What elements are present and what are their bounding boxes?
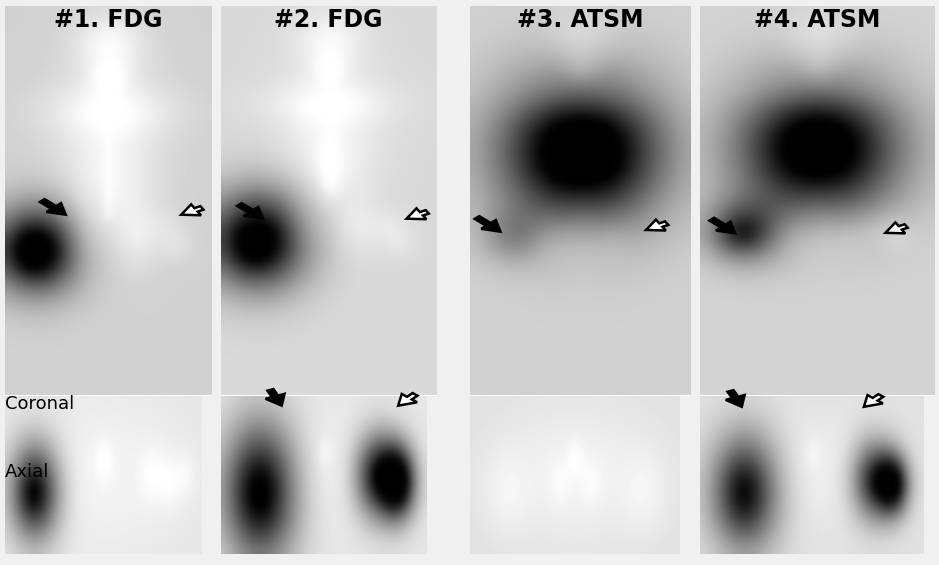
Text: Coronal: Coronal xyxy=(5,395,74,413)
Text: #3. ATSM: #3. ATSM xyxy=(516,8,643,32)
Text: #1. FDG: #1. FDG xyxy=(54,8,162,32)
Text: Axial: Axial xyxy=(5,463,49,481)
Text: #2. FDG: #2. FDG xyxy=(274,8,383,32)
Text: #4. ATSM: #4. ATSM xyxy=(754,8,880,32)
